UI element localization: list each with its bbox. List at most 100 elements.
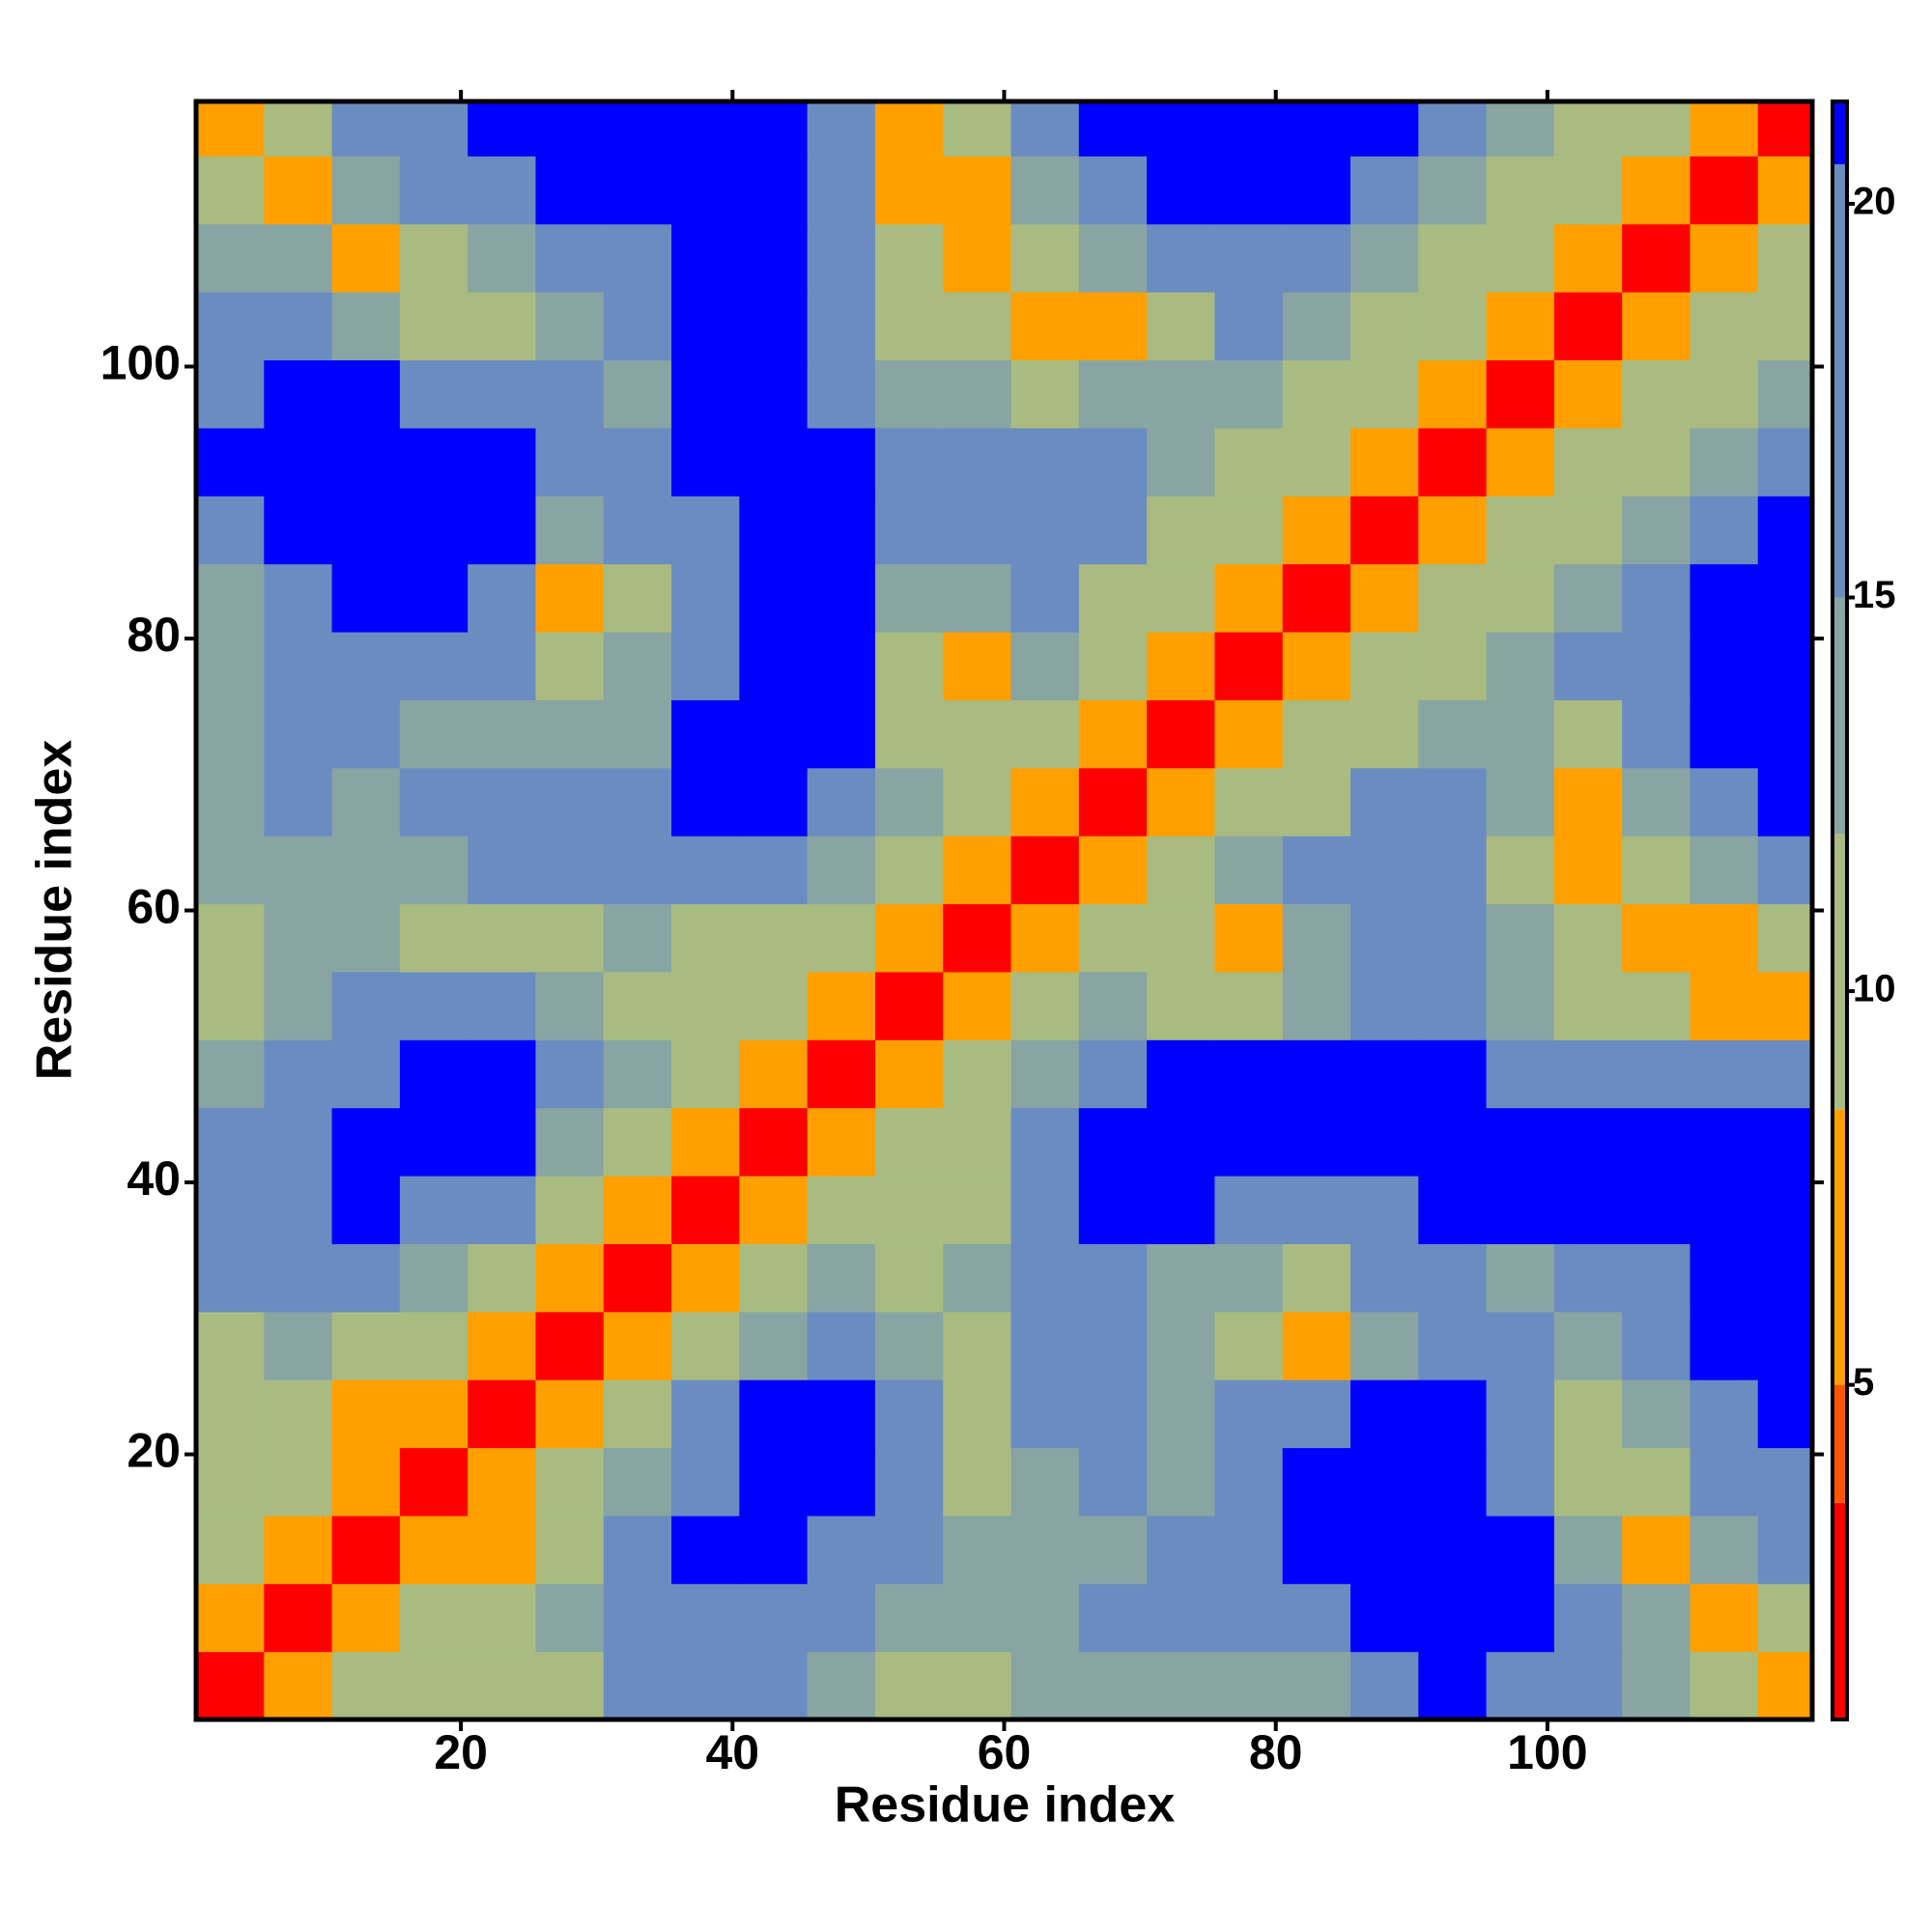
heatmap-cell	[874, 1039, 944, 1109]
heatmap-cell	[399, 359, 469, 429]
heatmap-cell	[399, 1379, 469, 1449]
heatmap-cell	[1010, 699, 1080, 769]
heatmap-cell	[1553, 1379, 1623, 1449]
heatmap-cell	[874, 1583, 944, 1653]
heatmap-cell	[1010, 836, 1080, 905]
heatmap-cell	[1757, 101, 1812, 156]
heatmap-cell	[1147, 101, 1216, 156]
heatmap-cell	[264, 1447, 333, 1517]
heatmap-cell	[1350, 563, 1419, 633]
heatmap-cell	[1418, 359, 1488, 429]
heatmap-cell	[468, 767, 537, 837]
heatmap-cell	[331, 631, 401, 700]
x-tick-label: 40	[706, 1725, 760, 1779]
heatmap-cell	[1010, 1039, 1080, 1109]
heatmap-cell	[874, 1107, 944, 1177]
heatmap-cell	[1282, 292, 1351, 361]
heatmap-cell	[1553, 836, 1623, 905]
heatmap-cells	[196, 101, 1812, 1719]
heatmap-cell	[1622, 359, 1691, 429]
heatmap-cell	[1690, 767, 1759, 837]
heatmap-cell	[1282, 1243, 1351, 1313]
heatmap-cell	[1010, 1651, 1080, 1719]
heatmap-cell	[1282, 1175, 1351, 1244]
heatmap-cell	[1078, 1311, 1148, 1380]
heatmap-cell	[1622, 1379, 1691, 1449]
heatmap-cell	[535, 223, 605, 293]
heatmap-cell	[1757, 1039, 1812, 1109]
heatmap-cell	[399, 836, 469, 905]
heatmap-cell	[739, 699, 809, 769]
heatmap-cell	[1010, 1447, 1080, 1517]
heatmap-cell	[1690, 1311, 1759, 1380]
heatmap-cell	[399, 1311, 469, 1380]
heatmap-cell	[671, 903, 740, 973]
heatmap-cell	[399, 292, 469, 361]
heatmap-cell	[1690, 699, 1759, 769]
heatmap-cell	[1690, 1175, 1759, 1244]
heatmap-cell	[603, 631, 672, 700]
heatmap-cell	[1010, 223, 1080, 293]
heatmap-cell	[1010, 631, 1080, 700]
heatmap-cell	[1350, 903, 1419, 973]
heatmap-cell	[1553, 1039, 1623, 1109]
heatmap-cell	[468, 292, 537, 361]
heatmap-cell	[331, 1651, 401, 1719]
heatmap-cell	[1418, 1107, 1488, 1177]
heatmap-cell	[1078, 903, 1148, 973]
heatmap-cell	[331, 1243, 401, 1313]
heatmap-cell	[874, 1311, 944, 1380]
heatmap-cell	[468, 1651, 537, 1719]
heatmap-cell	[1690, 1107, 1759, 1177]
heatmap-cell	[1214, 631, 1284, 700]
heatmap-cell	[1350, 359, 1419, 429]
heatmap-cell	[603, 223, 672, 293]
heatmap-cell	[264, 631, 333, 700]
heatmap-cell	[943, 1447, 1012, 1517]
heatmap-cell	[1147, 1447, 1216, 1517]
heatmap-cell	[807, 1175, 876, 1244]
heatmap-cell	[1147, 563, 1216, 633]
heatmap-cell	[264, 1039, 333, 1109]
heatmap-cell	[1553, 359, 1623, 429]
colorbar-tick-label: 15	[1853, 574, 1896, 616]
heatmap-cell	[1757, 971, 1812, 1040]
heatmap-cell	[1486, 903, 1555, 973]
heatmap-cell	[1622, 971, 1691, 1040]
heatmap-cell	[1282, 1651, 1351, 1719]
heatmap-cell	[603, 563, 672, 633]
heatmap-cell	[1622, 767, 1691, 837]
heatmap-cell	[739, 1311, 809, 1380]
heatmap-cell	[739, 359, 809, 429]
colorbar-bin	[1833, 1384, 1847, 1503]
heatmap-cell	[1350, 1243, 1419, 1313]
heatmap-cell	[331, 292, 401, 361]
heatmap-cell	[535, 699, 605, 769]
heatmap-cell	[1690, 903, 1759, 973]
heatmap-cell	[1078, 1651, 1148, 1719]
heatmap-cell	[399, 1515, 469, 1584]
heatmap-cell	[1147, 971, 1216, 1040]
heatmap-cell	[535, 101, 605, 156]
heatmap-cell	[807, 563, 876, 633]
heatmap-cell	[264, 1583, 333, 1653]
heatmap-cell	[1418, 1379, 1488, 1449]
heatmap-cell	[943, 1379, 1012, 1449]
heatmap-cell	[264, 101, 333, 156]
heatmap-cell	[1757, 1311, 1812, 1380]
heatmap-cell	[1147, 631, 1216, 700]
heatmap-cell	[1078, 1515, 1148, 1584]
heatmap-cell	[468, 1243, 537, 1313]
heatmap-cell	[264, 223, 333, 293]
heatmap-cell	[264, 156, 333, 225]
heatmap-cell	[535, 1175, 605, 1244]
heatmap-cell	[1757, 563, 1812, 633]
heatmap-cell	[874, 1651, 944, 1719]
heatmap-cell	[535, 631, 605, 700]
heatmap-cell	[874, 971, 944, 1040]
heatmap-cell	[1486, 1311, 1555, 1380]
heatmap-cell	[196, 1379, 265, 1449]
heatmap-cell	[874, 427, 944, 497]
heatmap-cell	[943, 1583, 1012, 1653]
heatmap-cell	[399, 1175, 469, 1244]
